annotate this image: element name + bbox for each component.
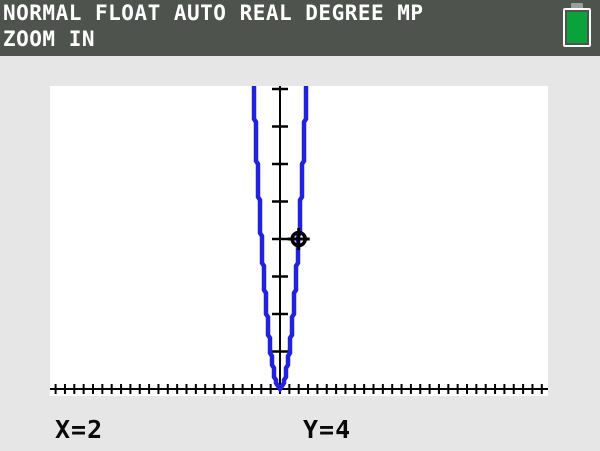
- graph-canvas: [50, 86, 548, 394]
- battery-body: [563, 8, 591, 47]
- status-action-text: ZOOM IN: [3, 27, 96, 51]
- graph-window: [50, 86, 548, 396]
- battery-tip: [571, 3, 583, 8]
- status-bar: NORMAL FLOAT AUTO REAL DEGREE MP ZOOM IN: [0, 0, 600, 56]
- function-curve: [251, 86, 309, 394]
- y-axis: [272, 86, 288, 394]
- zoom-cursor-icon: [287, 228, 310, 250]
- cursor-y-readout: Y=4: [303, 415, 352, 444]
- x-axis: [50, 384, 548, 394]
- battery-fill: [567, 12, 587, 43]
- status-mode-text: NORMAL FLOAT AUTO REAL DEGREE MP: [3, 1, 424, 25]
- cursor-x-readout: X=2: [55, 415, 104, 444]
- battery-full-icon: [563, 3, 591, 47]
